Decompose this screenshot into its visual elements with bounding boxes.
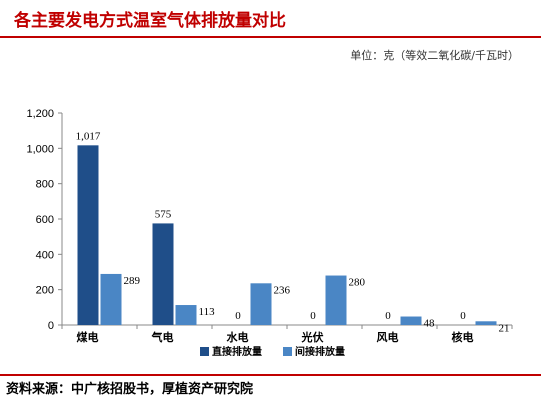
y-tick-label: 200 [36, 285, 54, 297]
data-label-direct: 1,017 [76, 130, 101, 142]
y-tick-label: 800 [36, 179, 54, 191]
data-label-direct: 0 [310, 310, 316, 322]
x-category-label: 核电 [452, 330, 474, 344]
y-tick-label: 1,200 [26, 108, 54, 120]
bar-direct [152, 223, 174, 325]
data-label-direct: 0 [385, 310, 391, 322]
data-label-direct: 0 [460, 310, 466, 322]
legend-swatch-direct [200, 347, 209, 356]
x-category-label: 水电 [227, 330, 249, 344]
data-label-indirect: 280 [349, 277, 366, 289]
data-label-indirect: 21 [499, 322, 510, 334]
data-label-indirect: 236 [274, 284, 291, 296]
page-title: 各主要发电方式温室气体排放量对比 [14, 11, 286, 31]
x-category-label: 光伏 [301, 330, 324, 344]
bar-indirect [250, 283, 272, 325]
y-tick-label: 1,000 [26, 143, 54, 155]
bar-indirect [100, 273, 122, 325]
legend-label-indirect: 间接排放量 [295, 345, 345, 358]
legend-label-direct: 直接排放量 [212, 345, 262, 358]
bar-indirect [175, 305, 197, 325]
x-category-label: 煤电 [77, 330, 99, 344]
data-label-direct: 575 [155, 208, 172, 220]
x-category-label: 风电 [377, 330, 399, 344]
data-label-indirect: 48 [424, 318, 436, 330]
bar-direct [77, 145, 99, 325]
y-tick-label: 0 [48, 320, 54, 332]
x-category-label: 气电 [151, 330, 174, 344]
bar-indirect [475, 321, 497, 325]
title-divider [0, 36, 541, 38]
data-label-indirect: 289 [124, 275, 141, 287]
unit-note: 单位：克（等效二氧化碳/千瓦时） [350, 49, 519, 62]
data-label-direct: 0 [235, 310, 241, 322]
legend-swatch-indirect [283, 347, 292, 356]
emissions-bar-chart: 0 200 400 600 800 1,000 1,200 1,017 289 煤电 575 113 气… [26, 108, 513, 358]
bar-indirect [400, 316, 422, 325]
y-tick-label: 400 [36, 249, 54, 261]
source-divider [0, 374, 541, 376]
data-label-indirect: 113 [199, 306, 216, 318]
bar-indirect [325, 275, 347, 325]
source-note: 资料来源：中广核招股书，厚植资产研究院 [6, 382, 254, 397]
y-tick-label: 600 [36, 214, 54, 226]
